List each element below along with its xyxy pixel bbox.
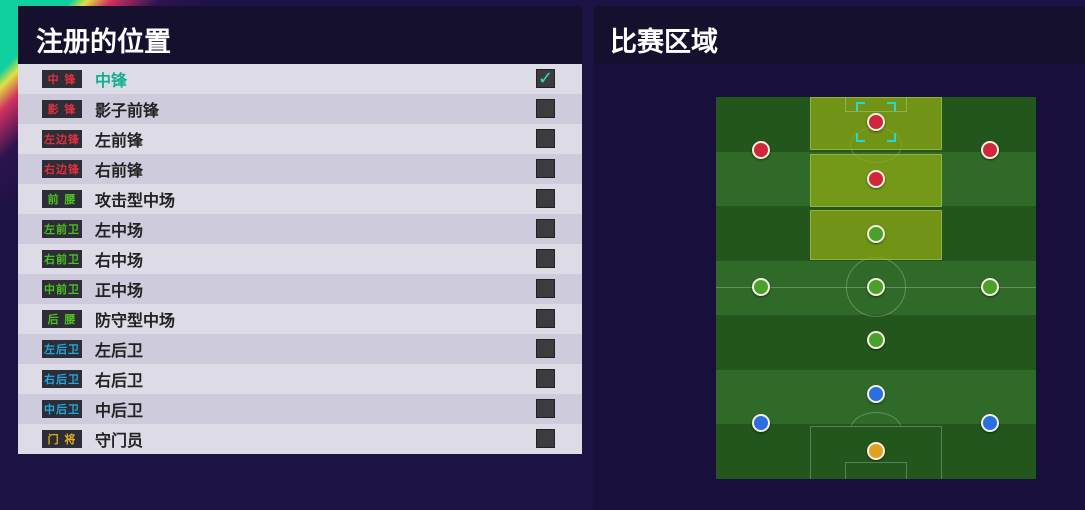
position-badge: 右边锋: [42, 160, 82, 178]
position-label: 左中场: [95, 221, 144, 240]
player-marker[interactable]: [981, 278, 999, 296]
position-checkbox[interactable]: [536, 189, 555, 208]
position-row[interactable]: 右边锋 右前锋: [18, 154, 582, 184]
position-checkbox[interactable]: [536, 369, 555, 388]
player-marker[interactable]: [752, 141, 770, 159]
position-label: 中后卫: [95, 401, 144, 420]
position-checkbox[interactable]: [536, 129, 555, 148]
position-row[interactable]: 中后卫 中后卫: [18, 394, 582, 424]
position-label: 正中场: [95, 281, 144, 300]
position-badge: 中 锋: [42, 70, 82, 88]
position-row[interactable]: 后 腰 防守型中场: [18, 304, 582, 334]
player-marker[interactable]: [867, 442, 885, 460]
position-label: 影子前锋: [95, 101, 160, 120]
position-checkbox[interactable]: [536, 279, 555, 298]
position-row[interactable]: 右前卫 右中场: [18, 244, 582, 274]
pitch: [716, 97, 1036, 479]
position-label: 左后卫: [95, 341, 144, 360]
panel-title: 注册的位置: [18, 6, 582, 64]
position-checkbox[interactable]: [536, 219, 555, 238]
position-badge: 中后卫: [42, 400, 82, 418]
position-label: 中锋: [95, 71, 128, 90]
player-marker[interactable]: [867, 278, 885, 296]
position-label: 右后卫: [95, 371, 144, 390]
player-marker[interactable]: [867, 385, 885, 403]
position-row[interactable]: 左后卫 左后卫: [18, 334, 582, 364]
checkmark-icon: ✓: [537, 68, 554, 89]
position-badge: 前 腰: [42, 190, 82, 208]
position-checkbox[interactable]: ✓: [536, 69, 555, 88]
position-label: 右前锋: [95, 161, 144, 180]
position-row[interactable]: 前 腰 攻击型中场: [18, 184, 582, 214]
player-marker[interactable]: [867, 331, 885, 349]
position-badge: 后 腰: [42, 310, 82, 328]
position-checkbox[interactable]: [536, 399, 555, 418]
position-label: 防守型中场: [95, 311, 176, 330]
playing-area-panel: 比赛区域: [594, 6, 1085, 510]
position-badge: 左后卫: [42, 340, 82, 358]
player-marker[interactable]: [867, 225, 885, 243]
panel-title: 比赛区域: [594, 6, 1085, 64]
player-marker[interactable]: [752, 414, 770, 432]
position-row[interactable]: 中前卫 正中场: [18, 274, 582, 304]
position-label: 守门员: [95, 431, 144, 450]
position-badge: 右前卫: [42, 250, 82, 268]
position-checkbox[interactable]: [536, 309, 555, 328]
position-badge: 右后卫: [42, 370, 82, 388]
registered-positions-panel: 注册的位置 中 锋 中锋 ✓ 影 锋 影子前锋 左边锋 左前锋 右边锋 右前锋 前…: [18, 6, 582, 454]
player-marker[interactable]: [981, 414, 999, 432]
position-checkbox[interactable]: [536, 429, 555, 448]
position-row[interactable]: 影 锋 影子前锋: [18, 94, 582, 124]
position-badge: 门 将: [42, 430, 82, 448]
position-list: 中 锋 中锋 ✓ 影 锋 影子前锋 左边锋 左前锋 右边锋 右前锋 前 腰 攻击型…: [18, 64, 582, 454]
selection-brackets-icon: [856, 102, 896, 142]
top-goal-box: [845, 97, 907, 112]
position-badge: 左边锋: [42, 130, 82, 148]
position-checkbox[interactable]: [536, 339, 555, 358]
position-badge: 中前卫: [42, 280, 82, 298]
position-row[interactable]: 左前卫 左中场: [18, 214, 582, 244]
position-row[interactable]: 左边锋 左前锋: [18, 124, 582, 154]
player-marker[interactable]: [867, 170, 885, 188]
position-row[interactable]: 右后卫 右后卫: [18, 364, 582, 394]
position-label: 右中场: [95, 251, 144, 270]
position-checkbox[interactable]: [536, 249, 555, 268]
player-marker[interactable]: [981, 141, 999, 159]
position-badge: 影 锋: [42, 100, 82, 118]
position-label: 左前锋: [95, 131, 144, 150]
position-checkbox[interactable]: [536, 99, 555, 118]
position-row[interactable]: 门 将 守门员: [18, 424, 582, 454]
bottom-goal-box: [845, 462, 907, 479]
position-checkbox[interactable]: [536, 159, 555, 178]
player-marker[interactable]: [752, 278, 770, 296]
position-row[interactable]: 中 锋 中锋 ✓: [18, 64, 582, 94]
position-badge: 左前卫: [42, 220, 82, 238]
player-marker[interactable]: [867, 113, 885, 131]
position-label: 攻击型中场: [95, 191, 176, 210]
